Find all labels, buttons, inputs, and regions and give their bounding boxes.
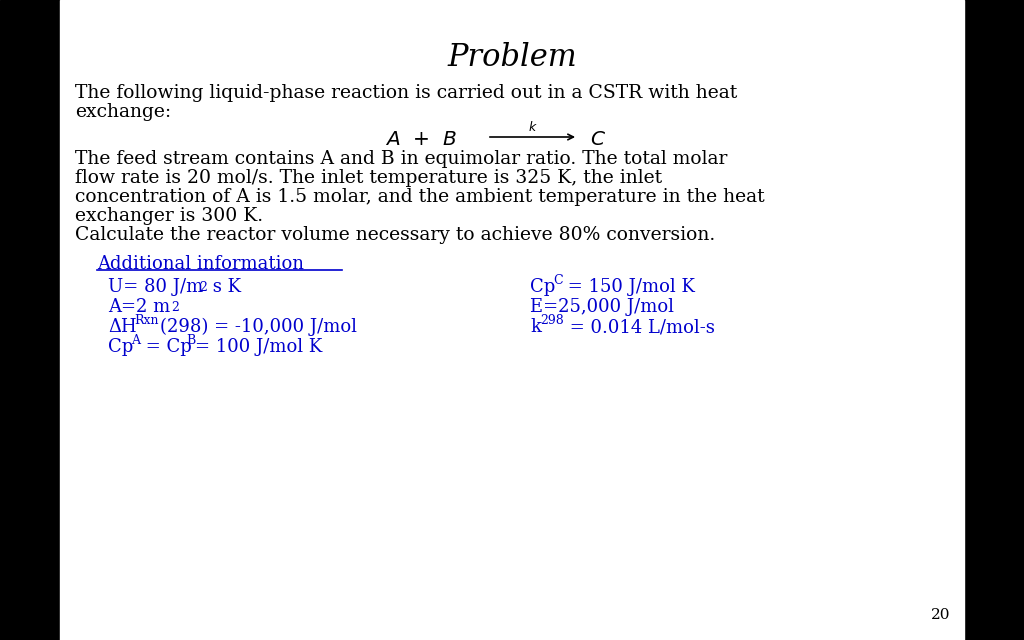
Text: The following liquid-phase reaction is carried out in a CSTR with heat: The following liquid-phase reaction is c… bbox=[75, 84, 737, 102]
Text: A: A bbox=[131, 334, 140, 347]
Text: 20: 20 bbox=[931, 608, 950, 622]
Bar bbox=[964, 0, 1024, 640]
Text: Problem: Problem bbox=[447, 42, 577, 73]
Text: Cp: Cp bbox=[108, 338, 133, 356]
Text: exchange:: exchange: bbox=[75, 103, 171, 121]
Text: 2: 2 bbox=[171, 301, 179, 314]
Text: Cp: Cp bbox=[530, 278, 555, 296]
Text: $\mathit{C}$: $\mathit{C}$ bbox=[590, 130, 606, 149]
Text: C: C bbox=[553, 274, 562, 287]
Text: E=25,000 J/mol: E=25,000 J/mol bbox=[530, 298, 674, 316]
Text: concentration of A is 1.5 molar, and the ambient temperature in the heat: concentration of A is 1.5 molar, and the… bbox=[75, 188, 765, 206]
Text: Rxn: Rxn bbox=[134, 314, 159, 327]
Text: = 100 J/mol K: = 100 J/mol K bbox=[195, 338, 323, 356]
Text: $\mathit{A}$  +  $\mathit{B}$: $\mathit{A}$ + $\mathit{B}$ bbox=[385, 130, 457, 149]
Bar bbox=[60, 0, 964, 640]
Text: flow rate is 20 mol/s. The inlet temperature is 325 K, the inlet: flow rate is 20 mol/s. The inlet tempera… bbox=[75, 169, 663, 187]
Text: exchanger is 300 K.: exchanger is 300 K. bbox=[75, 207, 263, 225]
Text: k: k bbox=[530, 318, 541, 336]
Text: 2: 2 bbox=[199, 281, 207, 294]
Text: s K: s K bbox=[207, 278, 241, 296]
Bar bbox=[0, 0, 60, 640]
Text: ΔH: ΔH bbox=[108, 318, 136, 336]
Text: (298) = -10,000 J/mol: (298) = -10,000 J/mol bbox=[160, 318, 357, 336]
Text: = 150 J/mol K: = 150 J/mol K bbox=[562, 278, 695, 296]
Text: $\mathit{k}$: $\mathit{k}$ bbox=[527, 120, 538, 134]
Text: B: B bbox=[186, 334, 196, 347]
Text: = 0.014 L/mol-s: = 0.014 L/mol-s bbox=[564, 318, 715, 336]
Text: Additional information: Additional information bbox=[97, 255, 304, 273]
Text: U= 80 J/m: U= 80 J/m bbox=[108, 278, 203, 296]
Text: The feed stream contains A and B in equimolar ratio. The total molar: The feed stream contains A and B in equi… bbox=[75, 150, 727, 168]
Text: A=2 m: A=2 m bbox=[108, 298, 170, 316]
Text: Calculate the reactor volume necessary to achieve 80% conversion.: Calculate the reactor volume necessary t… bbox=[75, 226, 715, 244]
Text: 298: 298 bbox=[540, 314, 564, 327]
Text: = Cp: = Cp bbox=[140, 338, 191, 356]
